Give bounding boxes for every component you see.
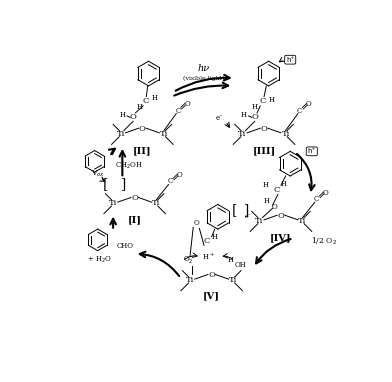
Text: H: H (241, 111, 247, 119)
Text: O: O (306, 100, 312, 108)
Text: Ti: Ti (255, 217, 263, 225)
Text: O: O (184, 100, 190, 108)
Text: H: H (281, 180, 287, 188)
Text: (visible light): (visible light) (183, 76, 225, 81)
Text: CH$_2$OH: CH$_2$OH (114, 161, 143, 171)
Text: O: O (251, 113, 258, 121)
Text: O: O (130, 113, 136, 121)
Text: C: C (297, 107, 302, 115)
Text: Ti: Ti (186, 276, 194, 284)
Text: Ti: Ti (160, 129, 168, 138)
Text: H: H (136, 104, 142, 112)
Text: Ti: Ti (117, 129, 125, 138)
Text: C: C (273, 186, 279, 194)
Text: [: [ (103, 178, 108, 191)
Text: O: O (278, 212, 285, 220)
Text: H: H (119, 111, 125, 119)
Text: O: O (176, 171, 182, 179)
Text: H: H (263, 197, 269, 205)
Text: Ti: Ti (281, 129, 290, 138)
Text: H: H (263, 181, 269, 189)
Text: C: C (167, 177, 173, 185)
Text: H: H (152, 94, 158, 102)
Text: O$_2^{-}$: O$_2^{-}$ (183, 254, 194, 265)
Text: ]: ] (245, 203, 250, 217)
Text: O: O (131, 194, 138, 202)
Text: ]: ] (121, 178, 127, 191)
Text: O: O (139, 125, 146, 133)
Text: CHO: CHO (117, 242, 134, 250)
Text: C: C (260, 97, 266, 105)
Text: [IV]: [IV] (270, 233, 292, 242)
Text: O: O (208, 271, 215, 279)
Text: H: H (212, 233, 218, 241)
Text: [II]: [II] (133, 146, 152, 155)
Text: O: O (261, 125, 267, 133)
Text: C: C (142, 97, 149, 105)
Text: e⁻: e⁻ (245, 214, 251, 219)
Text: Ti: Ti (238, 129, 247, 138)
Text: H: H (269, 96, 275, 104)
Text: Ti: Ti (229, 276, 238, 284)
Text: C: C (204, 238, 210, 245)
Text: O: O (323, 189, 328, 197)
Text: H: H (227, 256, 233, 264)
Text: H$^+$: H$^+$ (202, 252, 215, 262)
Text: [: [ (232, 203, 238, 217)
Text: Ti: Ti (152, 199, 160, 207)
Text: [I]: [I] (128, 215, 142, 224)
Text: + H$_2$O: + H$_2$O (87, 255, 112, 265)
Text: Ti: Ti (109, 199, 117, 207)
Text: C: C (314, 195, 319, 203)
Text: h⁺: h⁺ (286, 57, 294, 63)
Text: 1/2 O$_2$: 1/2 O$_2$ (311, 236, 337, 247)
Text: e⁻: e⁻ (216, 114, 223, 122)
Text: O: O (193, 219, 199, 227)
Text: H: H (252, 104, 258, 112)
Text: OH: OH (235, 261, 247, 269)
Text: h⁺: h⁺ (308, 148, 316, 154)
Text: [III]: [III] (252, 146, 276, 155)
Text: C: C (175, 107, 180, 115)
Text: O: O (271, 203, 277, 211)
Text: [V]: [V] (203, 291, 220, 300)
Text: V$_{ox}$: V$_{ox}$ (91, 168, 105, 179)
Text: Ti: Ti (298, 217, 307, 225)
Text: hν: hν (198, 65, 210, 73)
